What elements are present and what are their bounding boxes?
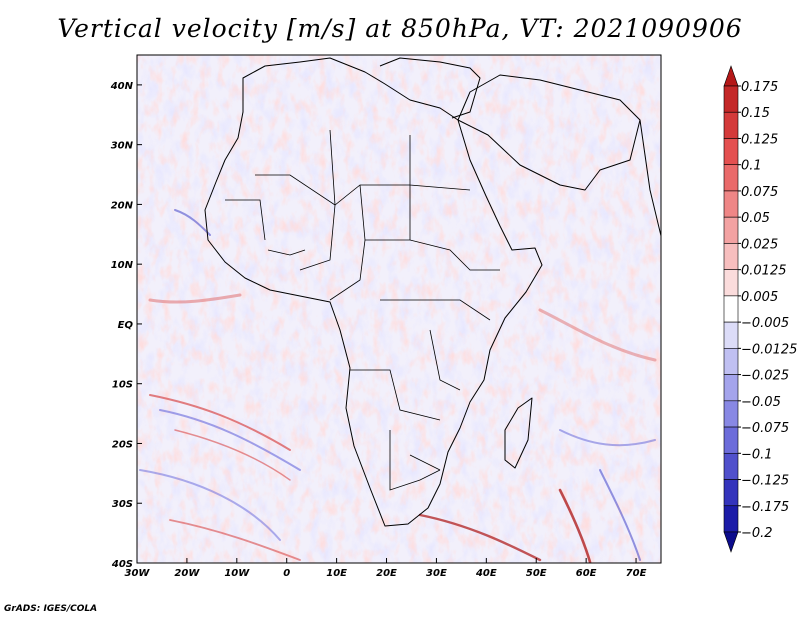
colorbar-label: 0.05	[741, 211, 770, 226]
vertical-velocity-field	[137, 55, 661, 563]
colorbar-bin	[723, 138, 739, 166]
lon-tick-label: 50E	[526, 568, 547, 579]
colorbar-bin	[723, 531, 739, 553]
streak-bands	[139, 209, 657, 563]
lat-tick-label: 30S	[112, 499, 133, 510]
colorbar-label: 0.1	[741, 159, 762, 174]
colorbar-label: 0.025	[741, 237, 778, 252]
colorbar-label: 0.175	[741, 80, 778, 95]
colorbar-label: −0.175	[741, 500, 789, 515]
colorbar-bin	[723, 479, 739, 507]
colorbar-label: 0.005	[741, 290, 778, 305]
colorbar-label: 0.075	[741, 185, 778, 200]
colorbar-label: −0.05	[741, 395, 781, 410]
colorbar-bin	[723, 426, 739, 454]
colorbar-bin	[723, 190, 739, 218]
colorbar-bin	[723, 164, 739, 192]
lat-tick-label: EQ	[118, 320, 134, 331]
colorbar-label: 0.125	[741, 132, 778, 147]
colorbar: 0.175 0.15 0.125 0.1 0.075 0.05 0.025 0.0125 0.0…	[723, 65, 797, 553]
colorbar-label: −0.0125	[741, 342, 797, 357]
plot-frame	[136, 54, 662, 564]
colorbar-bin	[723, 216, 739, 244]
colorbar-label: −0.075	[741, 421, 789, 436]
colorbar-bin	[723, 400, 739, 428]
colorbar-bin	[723, 374, 739, 402]
country-borders	[225, 129, 500, 491]
colorbar-bin	[723, 243, 739, 270]
colorbar-bin	[723, 505, 739, 533]
colorbar-bin	[723, 348, 739, 375]
colorbar-bin	[723, 85, 739, 113]
colorbar-label: 0.15	[741, 106, 770, 121]
lat-tick-label: 20N	[111, 200, 134, 211]
colorbar-label: −0.1	[741, 447, 773, 462]
latitude-axis: 40N 30N 20N 10N EQ 10S 20S 30S 40S	[110, 81, 142, 570]
colorbar-label: −0.125	[741, 474, 789, 489]
lat-tick-label: 20S	[112, 439, 133, 450]
lon-tick-label: 70E	[626, 568, 647, 579]
lon-tick-label: 10W	[224, 568, 250, 579]
colorbar-bin	[723, 295, 739, 323]
colorbar-bin	[723, 65, 739, 87]
chart-title: Vertical velocity [m/s] at 850hPa, VT: 2…	[57, 14, 743, 43]
lon-tick-label: 60E	[576, 568, 597, 579]
lat-tick-label: 40S	[111, 559, 133, 570]
lon-tick-label: 20W	[174, 568, 200, 579]
colorbar-label: −0.005	[741, 316, 789, 331]
lon-tick-label: 30W	[125, 568, 151, 579]
colorbar-label: −0.2	[741, 526, 773, 541]
colorbar-bin	[723, 321, 739, 349]
lat-tick-label: 10S	[112, 380, 133, 391]
grads-credit: GrADS: IGES/COLA	[4, 604, 98, 614]
lat-tick-label: 40N	[110, 81, 134, 92]
lat-tick-label: 30N	[111, 141, 134, 152]
lat-tick-label: 10N	[111, 260, 134, 271]
colorbar-label: −0.025	[741, 369, 789, 384]
colorbar-label: 0.0125	[741, 264, 787, 279]
longitude-axis: 30W 20W 10W 0 10E 20E 30E 40E 50E 60E 70E	[125, 558, 647, 579]
lon-tick-label: 10E	[326, 568, 347, 579]
colorbar-bin	[723, 452, 739, 480]
lon-tick-label: 0	[283, 568, 290, 579]
colorbar-bin	[723, 269, 739, 297]
lon-tick-label: 20E	[376, 568, 397, 579]
lon-tick-label: 30E	[426, 568, 447, 579]
coastlines	[204, 57, 661, 527]
colorbar-bin	[723, 111, 739, 139]
lon-tick-label: 40E	[475, 568, 497, 579]
